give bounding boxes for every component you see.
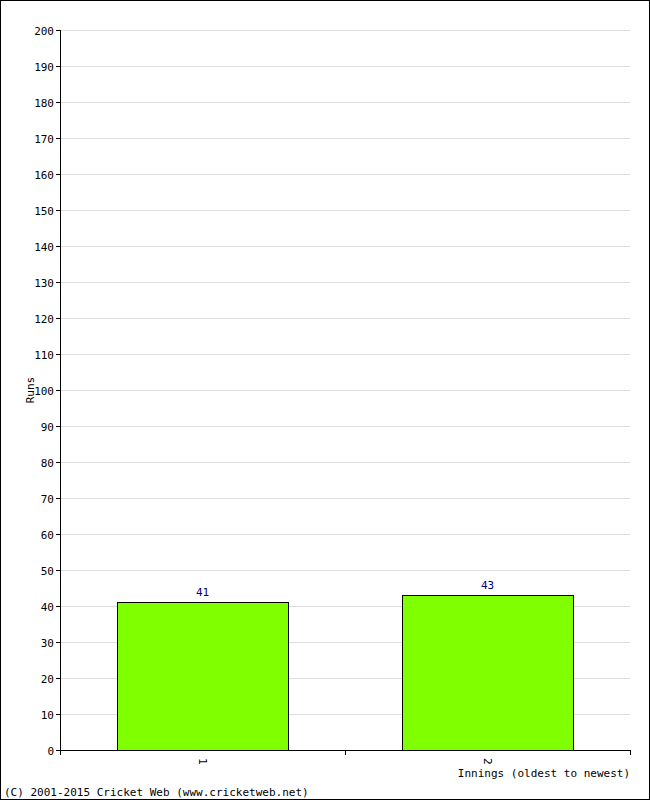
y-tick-label: 160	[34, 169, 54, 182]
y-tick	[56, 174, 60, 175]
data-labels: 41 43	[196, 579, 494, 599]
y-tick	[56, 354, 60, 355]
y-tick	[56, 30, 60, 31]
y-tick	[56, 66, 60, 67]
y-tick-label: 50	[41, 565, 54, 578]
chart: 0 10 20 30 40 50 60 70 80 90 100 110 120 130 140 150 160…	[0, 0, 650, 800]
grid-line	[60, 138, 630, 139]
y-tick-label: 20	[41, 673, 54, 686]
y-axis	[60, 30, 61, 750]
grid-line	[60, 498, 630, 499]
grid-line	[60, 570, 630, 571]
y-tick	[56, 462, 60, 463]
y-tick	[56, 642, 60, 643]
grid-line	[60, 102, 630, 103]
y-tick-label: 150	[34, 205, 54, 218]
y-tick	[56, 714, 60, 715]
y-tick	[56, 318, 60, 319]
y-tick	[56, 102, 60, 103]
grid-line	[60, 534, 630, 535]
y-tick-label: 80	[41, 457, 54, 470]
y-tick-label: 10	[41, 709, 54, 722]
x-band-tick	[60, 750, 61, 755]
y-tick-label: 130	[34, 277, 54, 290]
x-tick-label: 2	[481, 758, 494, 765]
y-tick-label: 90	[41, 421, 54, 434]
y-tick-label: 180	[34, 97, 54, 110]
y-axis-label: Runs	[24, 377, 37, 404]
data-label: 41	[196, 586, 209, 599]
grid-line	[60, 246, 630, 247]
y-tick	[56, 534, 60, 535]
y-tick-label: 40	[41, 601, 54, 614]
y-tick-label: 30	[41, 637, 54, 650]
grid-line	[60, 174, 630, 175]
data-label: 43	[481, 579, 494, 592]
bar	[403, 596, 574, 751]
y-tick-label: 120	[34, 313, 54, 326]
y-tick	[56, 750, 60, 751]
grid-line	[60, 318, 630, 319]
y-tick	[56, 210, 60, 211]
x-band-tick	[630, 750, 631, 755]
y-tick-label: 170	[34, 133, 54, 146]
y-tick-label: 140	[34, 241, 54, 254]
grid-line	[60, 282, 630, 283]
grid-line	[60, 426, 630, 427]
y-tick	[56, 390, 60, 391]
y-tick	[56, 498, 60, 499]
y-tick-label: 70	[41, 493, 54, 506]
y-tick-label: 190	[34, 61, 54, 74]
y-tick	[56, 426, 60, 427]
y-tick-label: 0	[47, 745, 54, 758]
grid-line	[60, 66, 630, 67]
y-tick	[56, 282, 60, 283]
y-tick-label: 100	[34, 385, 54, 398]
x-band-tick	[345, 750, 346, 755]
y-tick	[56, 570, 60, 571]
y-tick	[56, 246, 60, 247]
grid-line	[60, 30, 630, 31]
bars	[118, 596, 574, 751]
grid-line	[60, 462, 630, 463]
x-tick-label: 1	[196, 758, 209, 765]
y-tick	[56, 606, 60, 607]
y-tick-label: 110	[34, 349, 54, 362]
grid-line	[60, 354, 630, 355]
y-tick-label: 60	[41, 529, 54, 542]
y-tick	[56, 678, 60, 679]
copyright: (C) 2001-2015 Cricket Web (www.cricketwe…	[4, 786, 309, 799]
grid-line	[60, 390, 630, 391]
bar	[118, 603, 289, 751]
x-axis-label: Innings (oldest to newest)	[458, 767, 630, 780]
frame	[1, 1, 650, 800]
y-tick-label: 200	[34, 25, 54, 38]
chart-container: 0 10 20 30 40 50 60 70 80 90 100 110 120 130 140 150 160…	[0, 0, 650, 800]
grid-line	[60, 210, 630, 211]
y-tick	[56, 138, 60, 139]
